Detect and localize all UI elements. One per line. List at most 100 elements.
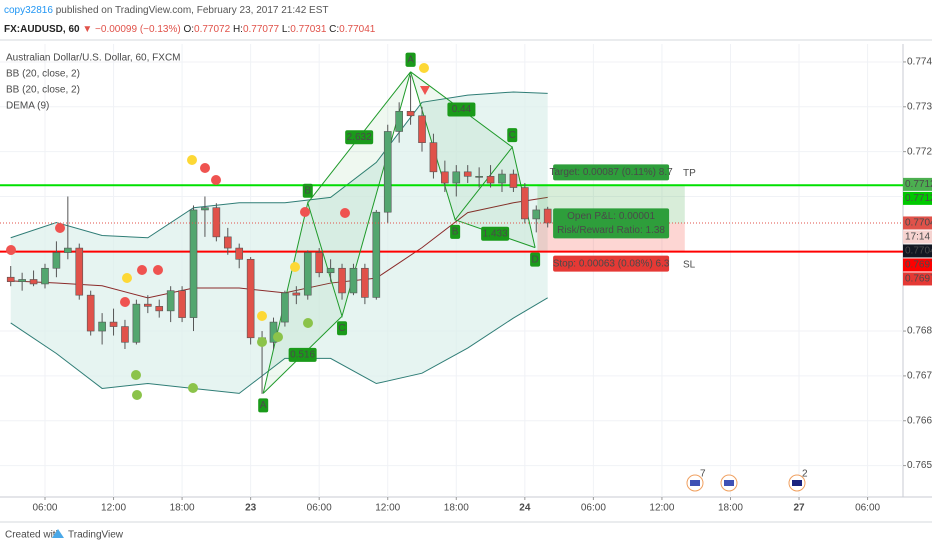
y-tick-label: 0.77400 xyxy=(907,57,932,68)
candle-body xyxy=(361,267,369,298)
candle-body xyxy=(498,173,506,184)
ratio-box xyxy=(447,102,476,117)
candle-body xyxy=(235,247,244,260)
candle-body xyxy=(338,267,346,294)
candle-body xyxy=(189,209,198,318)
signal-marker xyxy=(340,208,350,218)
candle-body xyxy=(418,115,426,143)
ohlc-label: L: xyxy=(282,24,290,35)
event-icons: 7 2 xyxy=(686,469,808,492)
ratio-box xyxy=(345,130,374,145)
candle-body xyxy=(144,303,152,307)
signal-marker xyxy=(420,86,430,95)
vertex-label: B xyxy=(452,226,459,237)
signal-marker xyxy=(122,273,132,283)
signal-marker xyxy=(273,332,283,342)
candle-body xyxy=(521,187,529,220)
signal-marker xyxy=(303,318,313,328)
candle-body xyxy=(326,267,335,274)
candle-body xyxy=(178,290,186,318)
ratio-label: 0.516 xyxy=(290,349,315,360)
event-flag xyxy=(724,480,734,486)
price-label-box xyxy=(903,191,932,205)
ratio-box xyxy=(481,226,510,241)
signal-marker xyxy=(187,155,197,165)
brand[interactable]: TradingView xyxy=(68,530,124,541)
x-tick-label: 06:00 xyxy=(855,503,880,514)
price-label: 0.77127 xyxy=(905,179,932,190)
ratio-label: 0.44 xyxy=(452,104,472,115)
pattern-fill xyxy=(410,71,513,220)
candle-body xyxy=(429,142,438,173)
ohlc-value: 0.77041 xyxy=(339,24,376,35)
price-label: 0.76977 xyxy=(905,274,932,285)
line-label: TP xyxy=(683,168,696,179)
candle-body xyxy=(463,171,472,177)
vertex-box xyxy=(530,252,541,267)
vertex-label: C xyxy=(509,130,516,141)
footer-text: Created with xyxy=(5,530,61,541)
signal-marker xyxy=(131,370,141,380)
candle-body xyxy=(121,326,129,343)
event-badge: 7 xyxy=(700,469,706,480)
event-flag xyxy=(792,480,802,486)
y-tick-label: 0.77300 xyxy=(907,101,932,112)
brand-logo xyxy=(52,529,64,538)
y-tick-label: 0.76500 xyxy=(907,460,932,471)
vertex-label: B xyxy=(304,185,311,196)
candle-body xyxy=(64,247,72,253)
candle-body xyxy=(75,247,84,296)
x-tick-label: 06:00 xyxy=(307,503,332,514)
author[interactable]: copy32816 xyxy=(4,5,53,16)
ohlc-value: 0.77031 xyxy=(290,24,327,35)
x-tick-label: 24 xyxy=(519,503,531,514)
signal-marker xyxy=(132,390,142,400)
stop-label: Stop: 0.00063 (0.08%) 6.3 xyxy=(553,258,670,269)
price-label-box xyxy=(903,258,932,272)
event-flag xyxy=(690,480,700,486)
header-line: copy32816 published on TradingView.com, … xyxy=(4,5,328,16)
vertex-box xyxy=(507,128,518,143)
candle-body xyxy=(201,207,209,211)
candle-body xyxy=(292,292,301,296)
candle-body xyxy=(109,321,118,327)
candle-body xyxy=(29,279,38,285)
target-label: Target: 0.00087 (0.11%) 8.7 xyxy=(549,167,673,178)
candle-body xyxy=(212,207,221,238)
signal-marker xyxy=(55,223,65,233)
signal-marker xyxy=(6,245,16,255)
symbol-line: FX:AUDUSD, 60 ▼ −0.00099 (−0.13%) O:0.77… xyxy=(4,24,376,35)
price-label: 0.77125 xyxy=(905,193,932,204)
x-tick-label: 23 xyxy=(245,503,257,514)
x-tick-label: 18:00 xyxy=(444,503,469,514)
x-tick-label: 27 xyxy=(793,503,805,514)
candle-body xyxy=(86,294,95,332)
signal-marker xyxy=(419,63,429,73)
pnl-label: Open P&L: 0.00001 xyxy=(567,211,655,222)
candle-body xyxy=(6,276,15,283)
vertex-box xyxy=(405,52,416,67)
candle-body xyxy=(155,306,164,312)
published: published on TradingView.com, February 2… xyxy=(56,5,329,16)
candle-body xyxy=(281,292,289,323)
band-fill xyxy=(10,91,548,394)
signal-marker xyxy=(120,297,130,307)
price-label: 0.77040 xyxy=(905,246,932,257)
candle-body xyxy=(475,176,483,178)
candle-body xyxy=(18,279,26,283)
ohlc-label: O: xyxy=(183,24,194,35)
event-badge: 2 xyxy=(802,469,808,480)
candle-body xyxy=(486,176,495,184)
x-tick-label: 12:00 xyxy=(649,503,674,514)
candle-body xyxy=(383,131,392,213)
candle-body xyxy=(532,209,541,220)
ohlc-value: 0.77077 xyxy=(243,24,280,35)
legend-entry: DEMA (9) xyxy=(6,101,49,112)
vertex-label: A xyxy=(407,54,414,65)
candle-body xyxy=(223,236,232,249)
candle-body xyxy=(349,267,358,294)
vertex-box xyxy=(337,321,348,336)
candle-body xyxy=(543,208,552,224)
